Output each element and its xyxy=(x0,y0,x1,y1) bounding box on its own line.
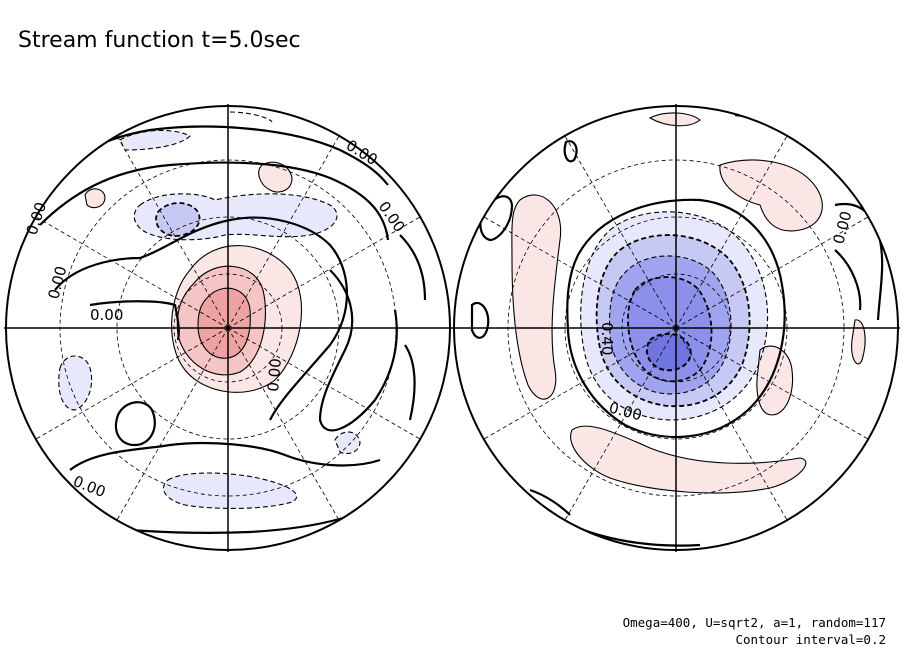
left-label-5: 0.00 xyxy=(264,358,285,393)
left-negative-core-top xyxy=(155,203,200,236)
right-negative-region-core xyxy=(646,333,691,371)
left-hemisphere-outline xyxy=(5,105,451,551)
left-axes-cross xyxy=(4,104,452,552)
left-negative-region-bottom xyxy=(163,473,297,509)
right-positive-region-lower-right xyxy=(756,346,793,415)
left-meridian-lines xyxy=(35,135,421,521)
left-label-3: 0.00 xyxy=(44,264,70,301)
right-meridian-lines xyxy=(483,135,869,521)
left-negative-region-upper xyxy=(120,130,190,150)
right-axes-cross xyxy=(452,104,900,552)
left-negative-region-right xyxy=(335,431,360,454)
right-hemisphere-outline xyxy=(453,105,899,551)
right-hemisphere-plot: 0.00 0.40 0.00 xyxy=(452,104,900,552)
left-positive-patch-upper-left xyxy=(85,188,105,208)
left-contour-fills xyxy=(20,111,430,534)
right-negative-contours xyxy=(580,211,769,421)
footer-contour-interval: Contour interval=0.2 xyxy=(735,632,886,647)
right-positive-region-left xyxy=(511,194,561,400)
footer-parameters: Omega=400, U=sqrt2, a=1, random=117 xyxy=(623,615,886,630)
right-positive-region-bottom xyxy=(570,426,806,493)
left-positive-region-core xyxy=(198,288,251,359)
left-label-0: 0.00 xyxy=(343,136,381,169)
left-negative-contours xyxy=(58,111,361,509)
right-label-0: 0.00 xyxy=(829,209,855,246)
right-label-1: 0.40 xyxy=(598,322,616,355)
left-label-4: 0.00 xyxy=(90,306,123,324)
right-positive-region-far-right xyxy=(851,319,866,364)
left-hemisphere-plot: 0.00 0.00 0.00 0.00 0.00 0.00 0.00 xyxy=(4,104,452,552)
left-label-6: 0.00 xyxy=(71,472,109,501)
right-positive-region-right xyxy=(719,160,823,231)
right-contour-fills xyxy=(470,112,884,547)
figure-title: Stream function t=5.0sec xyxy=(18,28,301,53)
left-negative-region-left xyxy=(58,356,92,410)
right-positive-region-top xyxy=(650,112,700,126)
